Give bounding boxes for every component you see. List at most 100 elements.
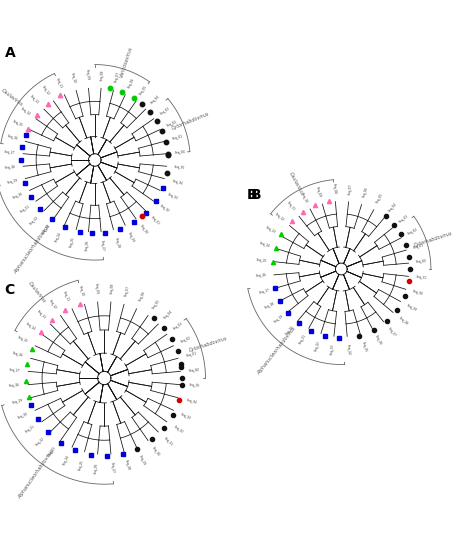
Text: Seq_25: Seq_25	[69, 237, 76, 249]
Text: Seq_00: Seq_00	[174, 150, 186, 155]
Text: Seq_01: Seq_01	[171, 134, 183, 141]
Text: Seq_10: Seq_10	[300, 192, 309, 203]
Text: Seq_08: Seq_08	[332, 183, 337, 195]
Text: Seq_30: Seq_30	[151, 446, 161, 458]
Text: Seq_04: Seq_04	[163, 309, 173, 320]
Text: Seq_34: Seq_34	[171, 179, 183, 186]
Text: Seq_23: Seq_23	[48, 446, 57, 457]
Text: Seq_28: Seq_28	[113, 237, 120, 248]
Text: Seq_29: Seq_29	[138, 454, 146, 465]
Text: Seq_00: Seq_00	[188, 367, 200, 373]
Text: Seq_10: Seq_10	[69, 72, 76, 83]
Text: C: C	[5, 283, 15, 297]
Text: Seq_05: Seq_05	[139, 84, 149, 96]
Text: Seq_30: Seq_30	[412, 289, 424, 297]
Text: Alphanucleorhabdovirus: Alphanucleorhabdovirus	[13, 224, 51, 275]
Text: Seq_14: Seq_14	[25, 322, 36, 331]
Text: Seq_23: Seq_23	[41, 224, 51, 236]
Text: Caulavirus: Caulavirus	[0, 88, 24, 108]
Text: Caulavirus: Caulavirus	[27, 280, 47, 303]
Text: Seq_31: Seq_31	[150, 215, 160, 225]
Text: Seq_27: Seq_27	[100, 239, 105, 251]
Text: Seq_32: Seq_32	[159, 204, 170, 214]
Text: Seq_06: Seq_06	[138, 291, 146, 302]
Text: Seq_02: Seq_02	[166, 120, 178, 128]
Text: Seq_04: Seq_04	[388, 202, 398, 213]
Text: Seq_27: Seq_27	[109, 462, 115, 473]
Text: Seq_18: Seq_18	[4, 165, 16, 170]
Text: Seq_12: Seq_12	[41, 84, 51, 96]
Text: Seq_26: Seq_26	[94, 462, 99, 473]
Text: Seq_25: Seq_25	[360, 341, 367, 352]
Text: Seq_02: Seq_02	[180, 336, 192, 344]
Text: Seq_07: Seq_07	[347, 183, 353, 195]
Text: Seq_19: Seq_19	[7, 179, 18, 186]
Text: Seq_11: Seq_11	[286, 201, 296, 212]
Text: Seq_24: Seq_24	[55, 231, 63, 243]
Text: Seq_19: Seq_19	[273, 314, 284, 324]
Text: Seq_34: Seq_34	[185, 398, 197, 405]
Text: Seq_05: Seq_05	[151, 299, 161, 310]
Text: Seq_01: Seq_01	[185, 351, 197, 358]
Text: Alphanucleorhabdovirus: Alphanucleorhabdovirus	[257, 326, 297, 376]
Text: Seq_01: Seq_01	[413, 243, 424, 250]
Text: Seq_23: Seq_23	[330, 343, 335, 355]
Text: Seq_22: Seq_22	[313, 340, 320, 351]
Text: Seq_00: Seq_00	[416, 259, 428, 265]
Text: Seq_25: Seq_25	[78, 459, 84, 471]
Text: Seq_11: Seq_11	[55, 77, 63, 89]
Text: Seq_20: Seq_20	[284, 325, 295, 336]
Text: Seq_12: Seq_12	[48, 299, 57, 310]
Text: Seq_27: Seq_27	[387, 326, 397, 337]
Text: Seq_16: Seq_16	[255, 273, 267, 279]
Text: Seq_30: Seq_30	[139, 224, 148, 236]
Text: Seq_02: Seq_02	[407, 228, 419, 236]
Text: Seq_21: Seq_21	[19, 204, 31, 214]
Text: A: A	[5, 46, 16, 60]
Text: Seq_17: Seq_17	[258, 288, 270, 295]
Text: Seq_11: Seq_11	[62, 291, 70, 302]
Text: Seq_29: Seq_29	[406, 303, 418, 312]
Text: Seq_03: Seq_03	[159, 106, 171, 116]
Text: Seq_31: Seq_31	[163, 436, 173, 447]
Text: Seq_15: Seq_15	[255, 258, 267, 263]
Text: Seq_33: Seq_33	[166, 192, 178, 200]
Text: Seq_18: Seq_18	[264, 302, 276, 310]
Text: Cytorhabdovirus: Cytorhabdovirus	[171, 111, 210, 131]
Text: Seq_13: Seq_13	[29, 94, 40, 105]
Text: Seq_35: Seq_35	[188, 384, 200, 388]
Text: Seq_08: Seq_08	[100, 69, 105, 81]
Text: Seq_15: Seq_15	[17, 336, 28, 344]
Text: Seq_17: Seq_17	[9, 367, 20, 373]
Text: Seq_16: Seq_16	[11, 351, 23, 358]
Text: Seq_05: Seq_05	[375, 193, 384, 204]
Text: Varicosavirus: Varicosavirus	[119, 46, 134, 78]
Text: Seq_08: Seq_08	[109, 282, 115, 294]
Text: Seq_06: Seq_06	[362, 186, 369, 198]
Text: Seq_21: Seq_21	[25, 425, 36, 435]
Text: Seq_33: Seq_33	[180, 412, 192, 420]
Text: Seq_10: Seq_10	[78, 285, 84, 297]
Text: Seq_13: Seq_13	[35, 309, 46, 320]
Text: Cytorhabdovirus: Cytorhabdovirus	[189, 336, 228, 353]
Text: Seq_07: Seq_07	[124, 285, 131, 297]
Text: Seq_22: Seq_22	[29, 215, 40, 225]
Text: Seq_22: Seq_22	[35, 436, 46, 447]
Text: Seq_18: Seq_18	[9, 384, 20, 388]
Text: Seq_15: Seq_15	[11, 120, 23, 128]
Text: Caulavirus: Caulavirus	[288, 171, 304, 196]
Text: Seq_03: Seq_03	[173, 322, 184, 331]
Text: Seq_16: Seq_16	[7, 134, 18, 141]
Text: Seq_26: Seq_26	[374, 335, 383, 346]
Text: Seq_20: Seq_20	[17, 412, 28, 420]
Text: Seq_04: Seq_04	[150, 94, 161, 105]
Text: Seq_06: Seq_06	[127, 76, 135, 89]
Text: Seq_24: Seq_24	[346, 343, 351, 355]
Text: Seq_28: Seq_28	[124, 459, 131, 471]
Text: B: B	[246, 188, 257, 202]
Text: Cytorhabdovirus: Cytorhabdovirus	[413, 230, 454, 247]
Text: Seq_12: Seq_12	[274, 212, 285, 222]
Text: Seq_09: Seq_09	[85, 69, 90, 81]
Text: Seq_28: Seq_28	[397, 316, 409, 326]
Text: B: B	[251, 188, 262, 202]
